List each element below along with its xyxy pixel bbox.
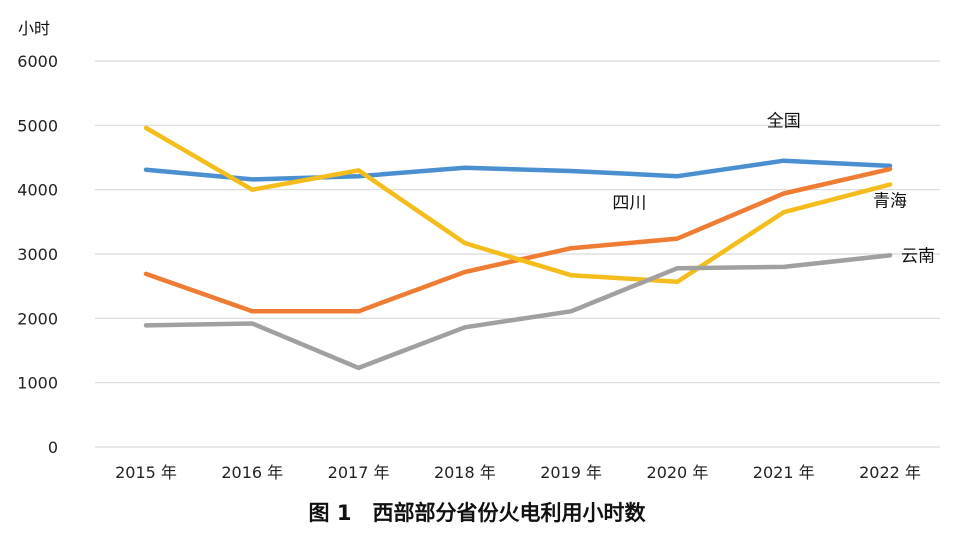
y-tick-label: 5000	[17, 116, 58, 135]
series-label: 青海	[873, 192, 907, 212]
gridlines	[95, 60, 940, 448]
series-line	[143, 125, 893, 284]
y-tick-label: 2000	[17, 309, 58, 328]
y-tick-label: 1000	[17, 374, 58, 393]
x-tick-label: 2021 年	[753, 463, 815, 482]
x-axis-ticks: 2015 年 2016 年 2017 年 2018 年 2019 年 2020 年 2021…	[115, 463, 921, 482]
x-tick-label: 2019 年	[540, 463, 602, 482]
y-tick-label: 0	[48, 438, 58, 457]
y-tick-label: 6000	[17, 52, 58, 71]
x-tick-label: 2018 年	[434, 463, 496, 482]
x-tick-label: 2020 年	[647, 463, 709, 482]
x-tick-label: 2016 年	[221, 463, 283, 482]
y-tick-label: 4000	[17, 181, 58, 200]
y-axis-unit-label: 小时	[18, 19, 50, 38]
series-lines	[143, 125, 893, 371]
x-tick-label: 2022 年	[859, 463, 921, 482]
y-tick-label: 3000	[17, 245, 58, 264]
series-line	[143, 253, 893, 371]
chart-caption: 图 1 西部部分省份火电利用小时数	[309, 501, 647, 525]
series-label: 云南	[901, 246, 935, 266]
x-tick-label: 2017 年	[328, 463, 390, 482]
series-label: 四川	[612, 194, 646, 214]
x-tick-label: 2015 年	[115, 463, 177, 482]
series-label: 全国	[767, 112, 801, 132]
series-line	[143, 158, 893, 182]
y-axis-ticks: 0 1000 2000 3000 4000 5000 6000	[17, 52, 58, 457]
